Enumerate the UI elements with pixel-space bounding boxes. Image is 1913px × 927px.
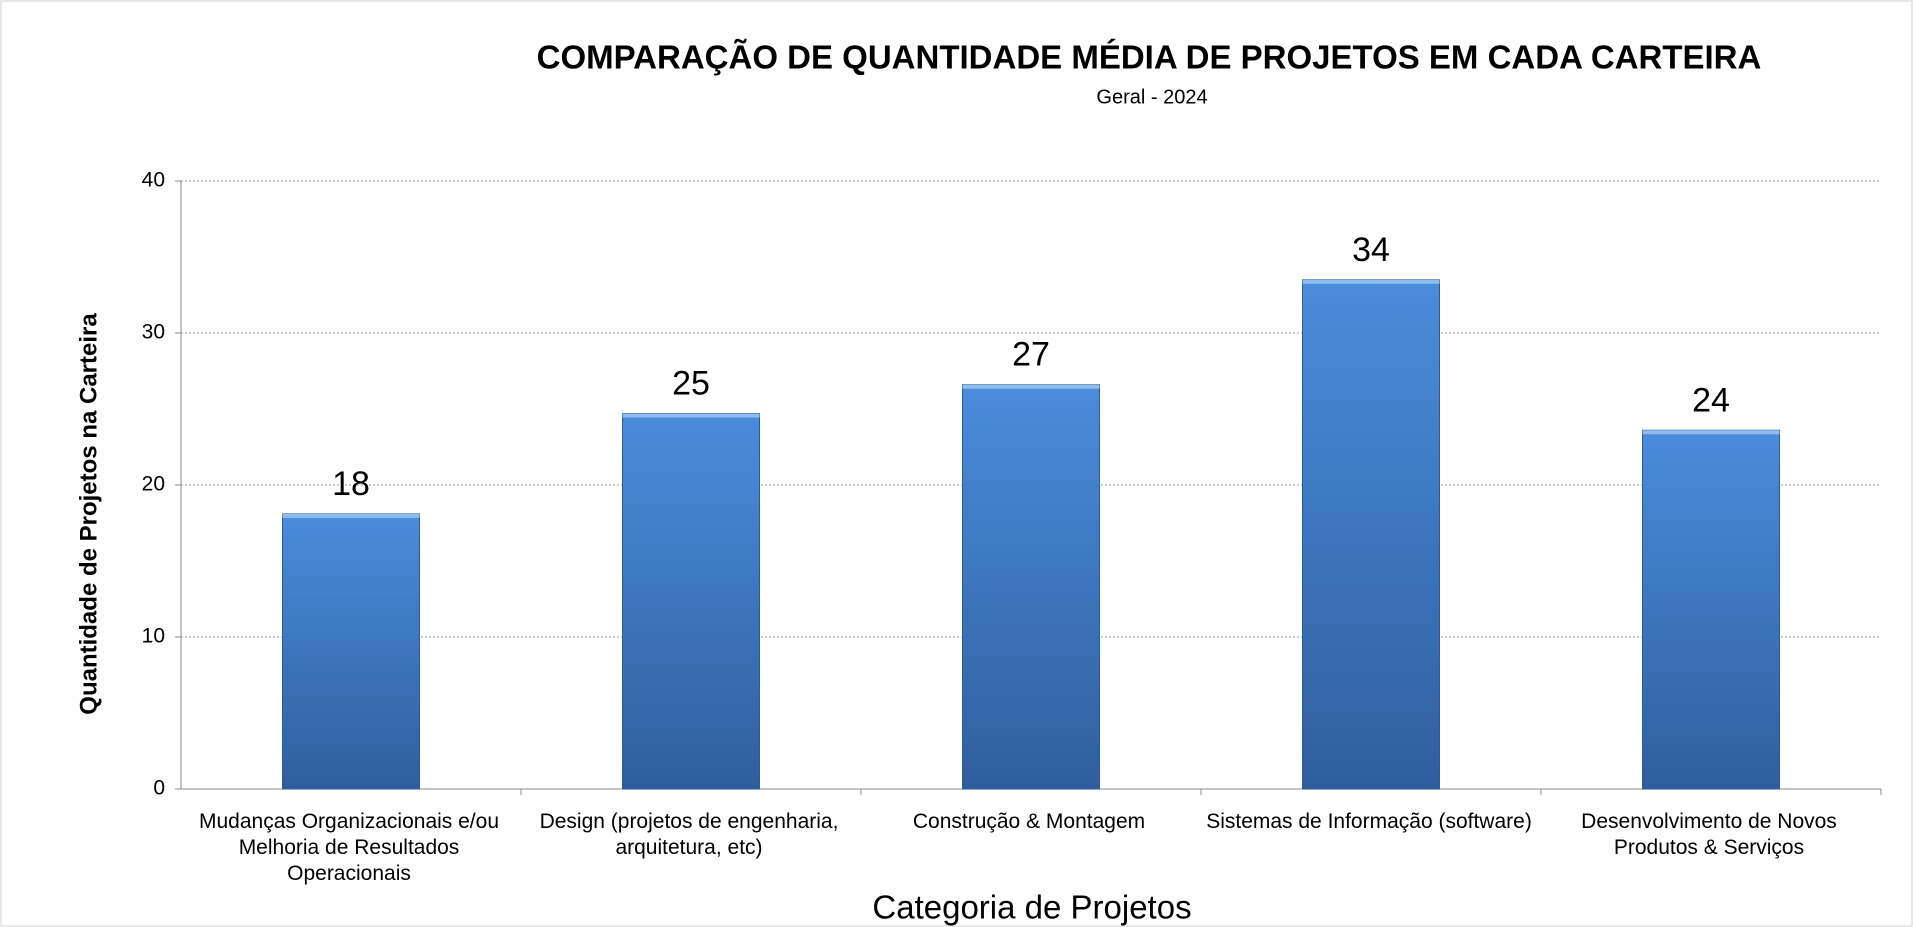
chart-title: COMPARAÇÃO DE QUANTIDADE MÉDIA DE PROJET… xyxy=(537,39,1762,76)
bar-highlight xyxy=(962,384,1100,389)
bar xyxy=(1302,279,1440,790)
chart-subtitle: Geral - 2024 xyxy=(1096,86,1207,108)
bar-highlight xyxy=(282,513,420,518)
bar xyxy=(962,384,1100,790)
y-tick-label: 30 xyxy=(142,321,165,344)
value-label: 34 xyxy=(1352,231,1390,269)
y-axis-title: Quantidade de Projetos na Carteira xyxy=(75,313,102,715)
value-label: 27 xyxy=(1012,336,1050,374)
x-tick-label: Design (projetos de engenharia, arquitet… xyxy=(539,810,839,859)
y-tick-label: 10 xyxy=(142,625,165,648)
bar xyxy=(1642,429,1780,790)
bar xyxy=(622,413,760,790)
value-label: 25 xyxy=(672,365,710,403)
x-tick-label: Desenvolvimento de Novos Produtos & Serv… xyxy=(1581,810,1837,859)
x-tick-label: Construção & Montagem xyxy=(912,810,1146,833)
x-axis-title: Categoria de Projetos xyxy=(872,889,1191,926)
bar-highlight xyxy=(1642,430,1780,435)
y-tick-label: 40 xyxy=(142,169,165,192)
x-tick-label: Mudanças Organizacionais e/ou Melhoria d… xyxy=(198,810,499,885)
y-tick-label: 20 xyxy=(142,473,165,496)
bar-highlight xyxy=(1302,279,1440,284)
value-label: 24 xyxy=(1692,381,1730,419)
bar xyxy=(282,513,420,790)
x-tick-label: Sistemas de Informação (software) xyxy=(1206,810,1532,833)
value-label: 18 xyxy=(332,465,370,503)
y-tick-label: 0 xyxy=(153,777,165,800)
bar-highlight xyxy=(622,413,760,418)
